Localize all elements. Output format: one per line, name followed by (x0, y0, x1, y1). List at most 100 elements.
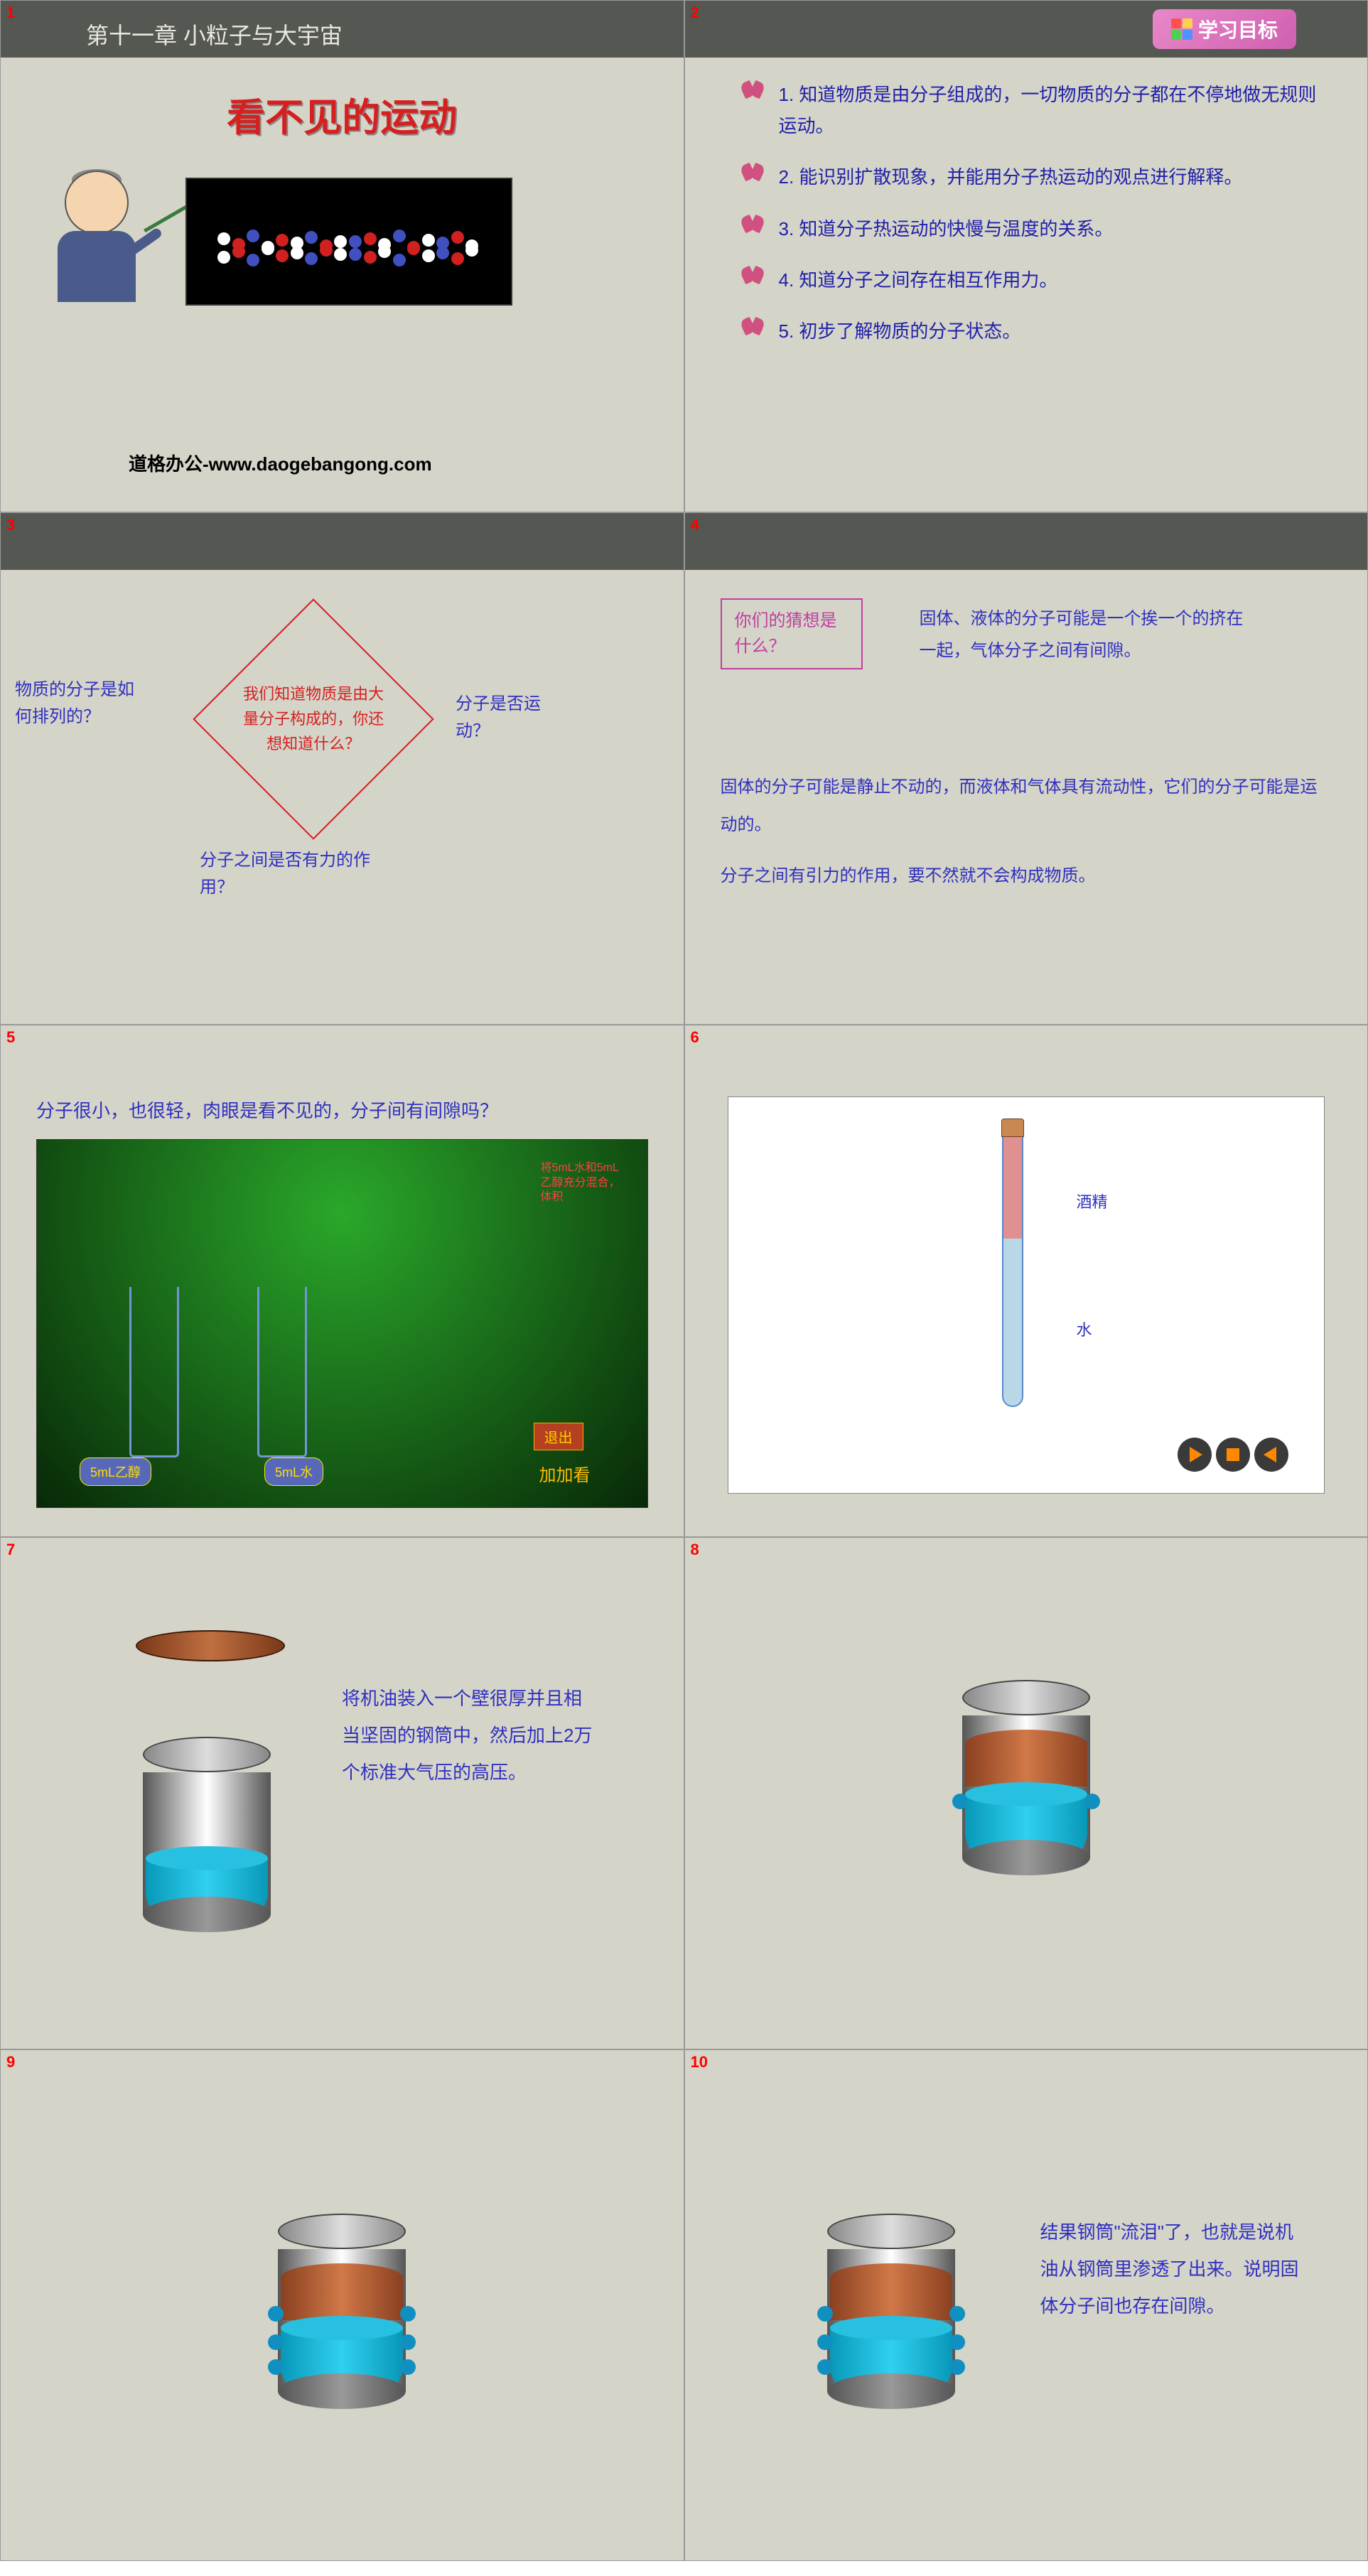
steel-lid (136, 1630, 285, 1661)
slide-number: 4 (691, 516, 699, 534)
slide-number: 10 (691, 2053, 708, 2071)
drop-icon (268, 2334, 284, 2350)
slide-10: 10 结果钢筒"流泪"了，也就是说机油从钢筒里渗透了出来。说明固体分子间也存在间… (685, 2050, 1368, 2561)
question-bottom: 分子之间是否有力的作用？ (200, 847, 384, 902)
slide-content: 我们知道物质是由大量分子构成的，你还想知道什么？ 物质的分子是如何排列的？ 分子… (1, 577, 684, 1024)
badge-icon (1171, 18, 1192, 40)
diamond-text: 我们知道物质是由大量分子构成的，你还想知道什么？ (242, 681, 384, 757)
objective-item: 3. 知道分子热运动的快慢与温度的关系。 (742, 213, 1325, 244)
label-water: 5mL水 (264, 1457, 323, 1486)
add-button[interactable]: 加加看 (539, 1461, 591, 1486)
steel-cylinder-leaking (827, 2214, 955, 2391)
slide-number: 9 (6, 2053, 15, 2071)
drop-icon (817, 2306, 833, 2322)
objectives-badge: 学习目标 (1153, 9, 1296, 49)
steel-cylinder (143, 1737, 271, 1914)
drop-icon (952, 1794, 968, 1809)
dna-image (185, 178, 512, 306)
main-title: 看不见的运动 (1, 86, 684, 142)
drop-icon (268, 2306, 284, 2322)
test-tube (998, 1119, 1027, 1417)
header-bar: 第十一章 小粒子与大宇宙 (1, 1, 684, 58)
question-text: 分子很小，也很轻，肉眼是看不见的，分子间有间隙吗？ (36, 1096, 498, 1123)
slide-4: 4 你们的猜想是什么？ 固体、液体的分子可能是一个挨一个的挤在一起，气体分子之间… (685, 513, 1368, 1024)
objectives-list: 1. 知道物质是由分子组成的，一切物质的分子都在不停地做无规则运动。 2. 能识别… (742, 79, 1325, 367)
slide-content: 你们的猜想是什么？ 固体、液体的分子可能是一个挨一个的挤在一起，气体分子之间有间… (685, 577, 1368, 1024)
butterfly-icon (742, 82, 768, 103)
drop-icon (949, 2306, 965, 2322)
objective-item: 2. 能识别扩散现象，并能用分子热运动的观点进行解释。 (742, 161, 1325, 193)
conclusion-text: 结果钢筒"流泪"了，也就是说机油从钢筒里渗透了出来。说明固体分子间也存在间隙。 (1040, 2214, 1310, 2324)
slide-2: 2 学习目标 1. 知道物质是由分子组成的，一切物质的分子都在不停地做无规则运动… (685, 1, 1368, 512)
header-bar: 学习目标 (685, 1, 1368, 58)
guess-box: 你们的猜想是什么？ (721, 598, 863, 669)
cylinder-ethanol (129, 1287, 179, 1457)
objective-item: 1. 知道物质是由分子组成的，一切物质的分子都在不停地做无规则运动。 (742, 79, 1325, 141)
slide-number: 5 (6, 1028, 15, 1047)
objective-item: 5. 初步了解物质的分子状态。 (742, 316, 1325, 347)
chapter-title: 第十一章 小粒子与大宇宙 (86, 18, 343, 50)
footer-text: 道格办公-www.daogebangong.com (129, 450, 432, 476)
label-ethanol: 5mL乙醇 (80, 1457, 151, 1486)
slide-5: 5 分子很小，也很轻，肉眼是看不见的，分子间有间隙吗？ 5mL乙醇 5mL水 退… (1, 1025, 684, 1536)
slide-number: 7 (6, 1541, 15, 1559)
slide-8: 8 (685, 1538, 1368, 2049)
header-bar (1, 513, 684, 570)
stop-button[interactable] (1216, 1438, 1250, 1472)
objective-text: 2. 能识别扩散现象，并能用分子热运动的观点进行解释。 (779, 161, 1243, 193)
slide-number: 6 (691, 1028, 699, 1047)
white-frame: 酒精 水 (728, 1096, 1325, 1494)
drop-icon (817, 2359, 833, 2375)
back-button[interactable] (1254, 1438, 1288, 1472)
butterfly-icon (742, 318, 768, 340)
body-row (1, 156, 684, 327)
objective-text: 5. 初步了解物质的分子状态。 (779, 316, 1021, 347)
exit-button[interactable]: 退出 (534, 1423, 583, 1450)
teacher-illustration (29, 156, 171, 327)
drop-icon (400, 2306, 416, 2322)
slide-content: 看不见的运动 道格办公-www.daogebangong.com (1, 65, 684, 512)
tube-alcohol (1003, 1137, 1022, 1239)
tube-cap (1001, 1119, 1024, 1137)
drop-icon (949, 2334, 965, 2350)
butterfly-icon (742, 267, 768, 289)
slide-number: 8 (691, 1541, 699, 1559)
badge-label: 学习目标 (1198, 15, 1278, 43)
drop-icon (400, 2359, 416, 2375)
objective-text: 3. 知道分子热运动的快慢与温度的关系。 (779, 213, 1114, 244)
body-line-2: 分子之间有引力的作用，要不然就不会构成物质。 (721, 858, 1332, 895)
slide-number: 1 (6, 4, 15, 22)
header-bar (685, 513, 1368, 570)
cylinder-water (257, 1287, 307, 1457)
question-left: 物质的分子是如何排列的？ (15, 677, 143, 731)
drop-icon (268, 2359, 284, 2375)
label-water: 水 (1077, 1317, 1092, 1340)
slide-number: 3 (6, 516, 15, 534)
slide-6: 6 酒精 水 (685, 1025, 1368, 1536)
tube-body (1002, 1137, 1023, 1407)
drop-icon (400, 2334, 416, 2350)
label-alcohol: 酒精 (1077, 1190, 1108, 1212)
drop-icon (1084, 1794, 1100, 1809)
diamond-callout: 我们知道物质是由大量分子构成的，你还想知道什么？ (193, 598, 433, 839)
playback-controls (1178, 1438, 1288, 1472)
drop-icon (817, 2334, 833, 2350)
slide-9: 9 (1, 2050, 684, 2561)
body-text: 固体的分子可能是静止不动的，而液体和气体具有流动性，它们的分子可能是运动的。 分… (721, 769, 1332, 895)
drop-icon (949, 2359, 965, 2375)
slide-number: 2 (691, 4, 699, 22)
answer-text: 固体、液体的分子可能是一个挨一个的挤在一起，气体分子之间有间隙。 (920, 603, 1246, 667)
slide-7: 7 将机油装入一个壁很厚并且相当坚固的钢筒中，然后加上2万个标准大气压的高压。 (1, 1538, 684, 2049)
body-line-1: 固体的分子可能是静止不动的，而液体和气体具有流动性，它们的分子可能是运动的。 (721, 769, 1332, 844)
butterfly-icon (742, 164, 768, 185)
description-text: 将机油装入一个壁很厚并且相当坚固的钢筒中，然后加上2万个标准大气压的高压。 (342, 1680, 598, 1791)
steel-cylinder-closed (962, 1680, 1090, 1858)
tube-water (1003, 1239, 1022, 1405)
objective-text: 4. 知道分子之间存在相互作用力。 (779, 264, 1058, 296)
play-button[interactable] (1178, 1438, 1212, 1472)
slide-3: 3 我们知道物质是由大量分子构成的，你还想知道什么？ 物质的分子是如何排列的？ … (1, 513, 684, 1024)
butterfly-icon (742, 216, 768, 237)
slide-1: 1 第十一章 小粒子与大宇宙 看不见的运动 道格办公-www.daogebang… (1, 1, 684, 512)
info-text: 将5mL水和5mL乙醇充分混合，体积 (541, 1161, 626, 1205)
objective-item: 4. 知道分子之间存在相互作用力。 (742, 264, 1325, 296)
